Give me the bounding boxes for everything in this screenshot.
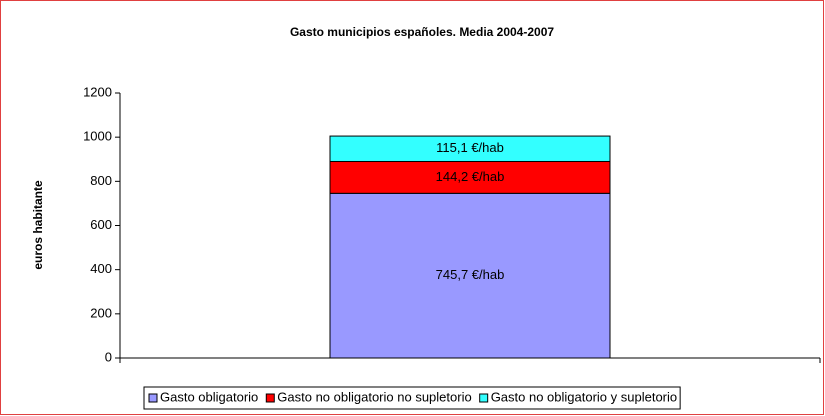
legend-swatch: [479, 393, 489, 403]
chart-title: Gasto municipios españoles. Media 2004-2…: [290, 25, 554, 39]
y-tick-label: 800: [90, 173, 112, 188]
y-tick-label: 0: [105, 349, 112, 364]
data-label: 115,1 €/hab: [436, 140, 504, 155]
legend-label: Gasto no obligatorio no supletorio: [277, 389, 471, 404]
data-label: 144,2 €/hab: [436, 169, 505, 184]
legend-label: Gasto obligatorio: [160, 389, 258, 404]
y-tick-label: 1200: [83, 84, 112, 99]
legend-swatch: [265, 393, 275, 403]
legend-swatch: [148, 393, 158, 403]
y-axis-label: euros habitante: [31, 180, 45, 270]
bar-segment: [329, 192, 611, 359]
legend-box: [143, 386, 681, 410]
legend-label: Gasto no obligatorio y supletorio: [491, 389, 677, 404]
bar-segment: [329, 135, 611, 162]
y-tick-label: 600: [90, 217, 112, 232]
y-tick-label: 400: [90, 261, 112, 276]
y-tick-label: 1000: [83, 129, 112, 144]
bar-segment: [329, 160, 611, 194]
data-label: 745,7 €/hab: [436, 267, 505, 282]
y-tick-label: 200: [90, 305, 112, 320]
